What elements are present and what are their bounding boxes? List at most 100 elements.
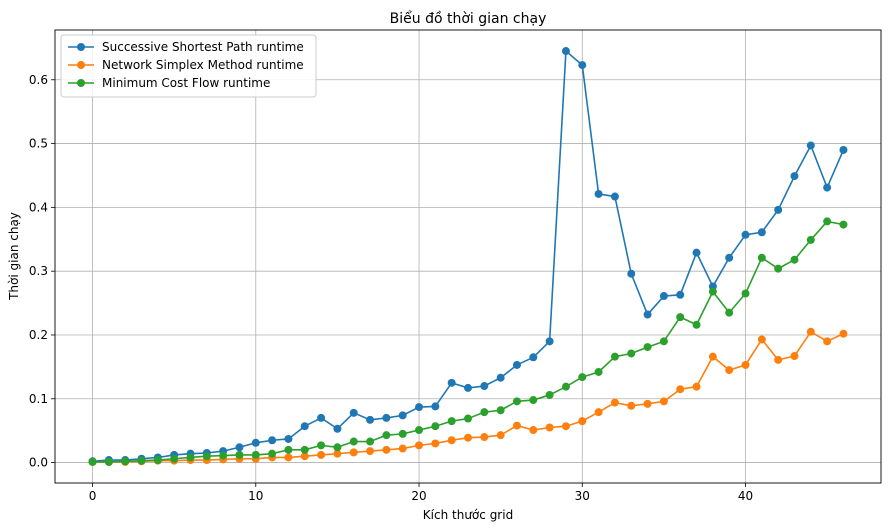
data-point <box>529 426 538 435</box>
legend-label-nsm: Network Simplex Method runtime <box>102 58 304 72</box>
data-point <box>496 373 505 382</box>
y-tick-label: 0.4 <box>29 200 48 214</box>
data-point <box>251 438 260 447</box>
y-tick-label: 0.1 <box>29 392 48 406</box>
data-point <box>268 436 277 445</box>
data-point <box>398 411 407 420</box>
data-point <box>284 453 293 462</box>
data-point <box>676 290 685 299</box>
data-point <box>170 454 179 463</box>
x-tick-label: 40 <box>738 489 753 503</box>
x-axis-label: Kích thước grid <box>423 508 513 522</box>
data-point <box>333 424 342 433</box>
axis-ticks: 0 10 20 30 40 0.0 0.1 0.2 0.3 0.4 0.5 0.6 <box>29 73 753 503</box>
data-point <box>202 452 211 461</box>
data-point <box>366 415 375 424</box>
data-point <box>627 269 636 278</box>
legend-marker-ssp <box>77 43 85 51</box>
data-point <box>284 445 293 454</box>
data-point <box>415 426 424 435</box>
data-point <box>317 441 326 450</box>
data-point <box>512 397 521 406</box>
data-point <box>480 408 489 417</box>
data-point <box>561 422 570 431</box>
data-point <box>300 452 309 461</box>
data-point <box>757 253 766 262</box>
data-point <box>366 447 375 456</box>
legend: Successive Shortest Path runtime Network… <box>60 34 317 98</box>
data-point <box>398 444 407 453</box>
data-point <box>578 373 587 382</box>
grid-lines <box>55 30 881 483</box>
data-point <box>708 352 717 361</box>
data-point <box>578 61 587 70</box>
x-tick-label: 10 <box>248 489 263 503</box>
x-tick-label: 20 <box>411 489 426 503</box>
series-3 <box>88 217 848 466</box>
data-point <box>349 448 358 457</box>
data-point <box>186 453 195 462</box>
plot-frame <box>54 29 882 484</box>
data-point <box>725 308 734 317</box>
data-point <box>284 434 293 443</box>
data-point <box>349 408 358 417</box>
data-point <box>659 337 668 346</box>
data-point <box>496 431 505 440</box>
data-point <box>692 248 701 257</box>
data-point <box>708 287 717 296</box>
data-point <box>790 172 799 181</box>
data-point <box>447 417 456 426</box>
data-point <box>610 192 619 201</box>
data-point <box>741 289 750 298</box>
data-point <box>676 385 685 394</box>
data-point <box>823 337 832 346</box>
data-point <box>806 141 815 150</box>
data-point <box>431 422 440 431</box>
data-point <box>415 403 424 412</box>
data-point <box>774 355 783 364</box>
data-point <box>431 439 440 448</box>
data-point <box>757 335 766 344</box>
data-point <box>561 47 570 56</box>
data-point <box>692 382 701 391</box>
data-point <box>774 264 783 273</box>
data-point <box>594 189 603 198</box>
data-point <box>823 217 832 226</box>
data-point <box>317 413 326 422</box>
data-point <box>806 235 815 244</box>
data-point <box>594 367 603 376</box>
data-point <box>512 421 521 430</box>
data-point <box>643 399 652 408</box>
data-point <box>121 457 130 466</box>
data-point <box>349 437 358 446</box>
data-point <box>382 431 391 440</box>
y-tick-label: 0.2 <box>29 328 48 342</box>
data-point <box>382 445 391 454</box>
legend-box <box>60 34 317 98</box>
data-point <box>447 436 456 445</box>
data-point <box>300 422 309 431</box>
legend-label-mcf: Minimum Cost Flow runtime <box>102 76 270 90</box>
data-point <box>741 230 750 239</box>
data-point <box>88 457 97 466</box>
data-point <box>104 457 113 466</box>
data-point <box>219 451 228 460</box>
data-point <box>137 456 146 465</box>
legend-marker-nsm <box>77 61 85 69</box>
data-point <box>480 382 489 391</box>
y-axis-label: Thời gian chạy <box>7 212 21 301</box>
data-point <box>659 397 668 406</box>
data-point <box>839 145 848 154</box>
data-point <box>561 382 570 391</box>
data-point <box>512 360 521 369</box>
data-point <box>464 414 472 423</box>
y-tick-label: 0.5 <box>29 137 48 151</box>
data-point <box>545 423 554 432</box>
data-point <box>251 450 260 459</box>
data-point <box>676 313 685 322</box>
data-point <box>300 445 309 454</box>
data-point <box>774 205 783 214</box>
x-tick-label: 0 <box>89 489 97 503</box>
data-point <box>431 402 440 411</box>
data-point <box>545 390 554 399</box>
